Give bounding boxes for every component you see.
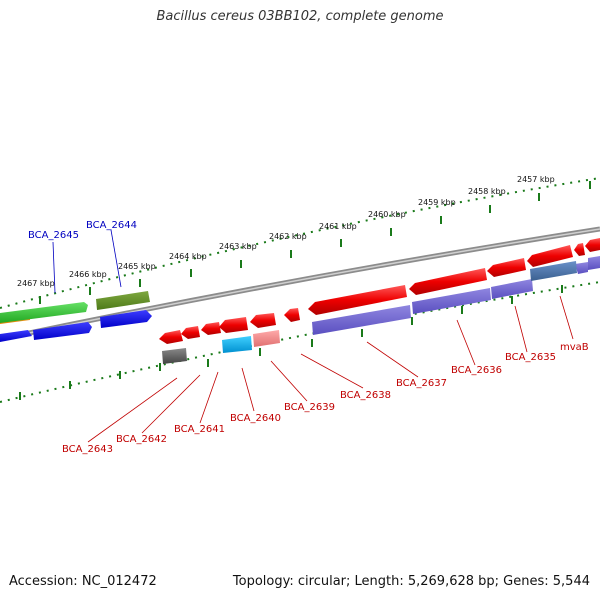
outer-scale-ruler <box>0 177 600 309</box>
gene-feature-bca-2642 <box>181 326 200 339</box>
scale-tick-label: 2457 kbp <box>517 175 555 184</box>
gene-label-reverse: BCA_2639 <box>284 402 335 413</box>
gene-label-reverse: mvaB <box>560 342 589 353</box>
gene-feature-pink <box>253 330 280 347</box>
gene-label-reverse: BCA_2635 <box>505 352 556 363</box>
scale-tick-label: 2466 kbp <box>69 270 107 279</box>
gene-feature-red-2 <box>585 238 600 252</box>
accession-label: Accession: NC_012472 <box>9 574 157 589</box>
reverse-strand-features <box>159 238 600 364</box>
gene-feature-bca-2636 <box>409 268 487 295</box>
scale-tick-label: 2464 kbp <box>169 252 207 261</box>
scale-ticks <box>39 181 591 304</box>
label-leaders <box>52 229 574 443</box>
gene-label-reverse: BCA_2642 <box>116 434 167 445</box>
gene-feature-bca-2640 <box>219 317 248 333</box>
scale-tick-label: 2463 kbp <box>219 242 257 251</box>
gene-feature-purple-right <box>575 262 588 274</box>
gene-feature-bca-2638 <box>284 308 300 322</box>
scale-tick-label: 2467 kbp <box>17 279 55 288</box>
gene-feature-bca-2635 <box>487 258 526 277</box>
inner-scale-ruler <box>0 281 600 403</box>
gene-feature-blue-2 <box>33 322 92 340</box>
gene-label-reverse: BCA_2637 <box>396 378 447 389</box>
gene-label-forward: BCA_2645 <box>28 230 79 241</box>
gene-label-reverse: BCA_2636 <box>451 365 502 376</box>
gene-label-reverse: BCA_2638 <box>340 390 391 401</box>
gene-feature-blue-3 <box>100 310 152 328</box>
scale-tick-label: 2461 kbp <box>319 222 357 231</box>
gene-feature-steel <box>530 261 577 281</box>
gene-feature-bca-2641 <box>201 322 221 335</box>
genome-backbone <box>0 226 600 342</box>
gene-feature-mvab <box>574 243 585 256</box>
gene-label-reverse: BCA_2643 <box>62 444 113 455</box>
forward-strand-features <box>0 256 600 342</box>
gene-feature-purple-2 <box>412 288 491 314</box>
gene-feature-purple-3 <box>491 279 533 299</box>
inner-ticks <box>19 285 563 400</box>
gene-label-forward: BCA_2644 <box>86 220 137 231</box>
gene-feature-bca-2644 <box>96 291 150 310</box>
gene-feature-bca-2643 <box>159 330 183 344</box>
gene-feature-blue-1 <box>0 330 32 342</box>
scale-tick-label: 2460 kbp <box>368 210 406 219</box>
scale-tick-label: 2462 kbp <box>269 232 307 241</box>
map-title: Bacillus cereus 03BB102, complete genome <box>156 9 444 24</box>
gene-feature-bca-2637 <box>308 285 407 315</box>
gene-feature-purple-1 <box>312 305 411 335</box>
gene-label-reverse: BCA_2641 <box>174 424 225 435</box>
gene-label-reverse: BCA_2640 <box>230 413 281 424</box>
gene-feature-bca-2645 <box>0 302 88 323</box>
gene-feature-cyan <box>222 336 252 353</box>
gene-feature-grey <box>162 348 187 364</box>
gene-feature-bca-2639 <box>250 313 276 328</box>
scale-tick-label: 2459 kbp <box>418 198 456 207</box>
scale-tick-label: 2458 kbp <box>468 187 506 196</box>
gene-feature-red-1 <box>527 245 573 267</box>
genome-summary-label: Topology: circular; Length: 5,269,628 bp… <box>232 574 590 589</box>
gene-feature-purple-far <box>588 256 600 270</box>
scale-tick-labels: 2467 kbp 2466 kbp 2465 kbp 2464 kbp 2463 kbp… <box>17 175 555 288</box>
scale-tick-label: 2465 kbp <box>118 262 156 271</box>
